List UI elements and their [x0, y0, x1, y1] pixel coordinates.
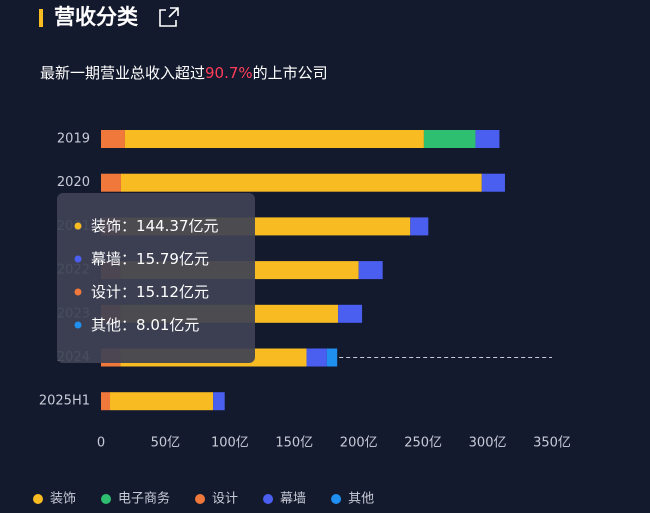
legend-dot	[195, 494, 206, 504]
external-link-icon[interactable]	[159, 7, 179, 27]
legend-item[interactable]: 装饰	[33, 492, 76, 507]
tooltip-separator: ：	[121, 250, 136, 268]
bar-segment	[481, 173, 505, 192]
tooltip-dot	[74, 288, 82, 296]
bar-segment	[326, 348, 338, 367]
title-marker	[39, 9, 43, 27]
title: 营收分类	[54, 5, 139, 29]
x-tick-label: 150亿	[275, 436, 313, 451]
bar-segment	[213, 392, 225, 411]
tooltip-series-name: 其他	[91, 316, 121, 334]
subtitle-highlight: 90.7%	[205, 64, 253, 82]
bar-segment	[101, 173, 121, 192]
tooltip-value: 8.01亿元	[136, 316, 199, 334]
legend-item[interactable]: 其他	[331, 492, 374, 507]
tooltip-value: 15.79亿元	[136, 250, 209, 268]
tooltip-dot	[74, 222, 82, 230]
tooltip-dot	[74, 255, 82, 263]
x-tick-label: 0	[97, 436, 105, 451]
tooltip-value: 15.12亿元	[136, 283, 209, 301]
tooltip-dot	[74, 321, 82, 329]
y-tick-label: 2019	[57, 132, 90, 147]
tooltip-series-name: 幕墙	[91, 250, 121, 268]
tooltip-box	[57, 193, 255, 363]
x-tick-label: 350亿	[533, 436, 571, 451]
subtitle: 最新一期营业总收入超过90.7%的上市公司	[40, 64, 328, 82]
x-tick-label: 250亿	[404, 436, 442, 451]
legend-dot	[33, 494, 43, 504]
x-tick-label: 300亿	[469, 436, 507, 451]
x-tick-label: 200亿	[340, 436, 378, 451]
bar-segment	[358, 261, 383, 280]
subtitle-text: 的上市公司	[253, 64, 328, 82]
tooltip-text: 幕墙：15.79亿元	[91, 250, 209, 268]
bar-segment	[475, 130, 500, 148]
legend-label: 装饰	[50, 492, 76, 507]
legend-label: 电子商务	[118, 491, 170, 507]
y-tick-label: 2025H1	[39, 394, 90, 409]
bar-segment	[101, 392, 111, 411]
legend-dot	[331, 494, 342, 504]
bar-segment	[423, 130, 476, 148]
tooltip-value: 144.37亿元	[136, 217, 219, 235]
bar-segment	[410, 217, 429, 236]
tooltip-series-name: 装饰	[91, 217, 121, 235]
bar-segment	[124, 130, 424, 148]
x-tick-label: 50亿	[151, 436, 181, 451]
legend-dot	[101, 494, 112, 504]
tooltip-text: 其他：8.01亿元	[91, 316, 199, 334]
y-tick-label: 2020	[57, 175, 90, 190]
legend-item[interactable]: 设计	[195, 492, 238, 507]
legend-label: 其他	[348, 492, 374, 507]
subtitle-text: 最新一期营业总收入超过	[40, 64, 205, 82]
tooltip-text: 设计：15.12亿元	[91, 283, 209, 301]
tooltip-text: 装饰：144.37亿元	[91, 217, 219, 235]
bar-segment	[306, 348, 327, 367]
bar-segment	[101, 130, 125, 148]
legend-dot	[263, 494, 274, 504]
legend-item[interactable]: 幕墙	[263, 492, 306, 507]
legend-label: 设计	[212, 492, 238, 507]
tooltip-separator: ：	[121, 283, 136, 301]
legend-item[interactable]: 电子商务	[101, 491, 170, 507]
tooltip-series-name: 设计	[91, 283, 121, 301]
tooltip-separator: ：	[121, 316, 136, 334]
bar-segment	[120, 173, 482, 192]
legend-label: 幕墙	[280, 492, 306, 507]
bar-segment	[338, 304, 363, 323]
bar-segment	[110, 392, 214, 411]
tooltip-separator: ：	[121, 217, 136, 235]
x-tick-label: 100亿	[211, 436, 249, 451]
